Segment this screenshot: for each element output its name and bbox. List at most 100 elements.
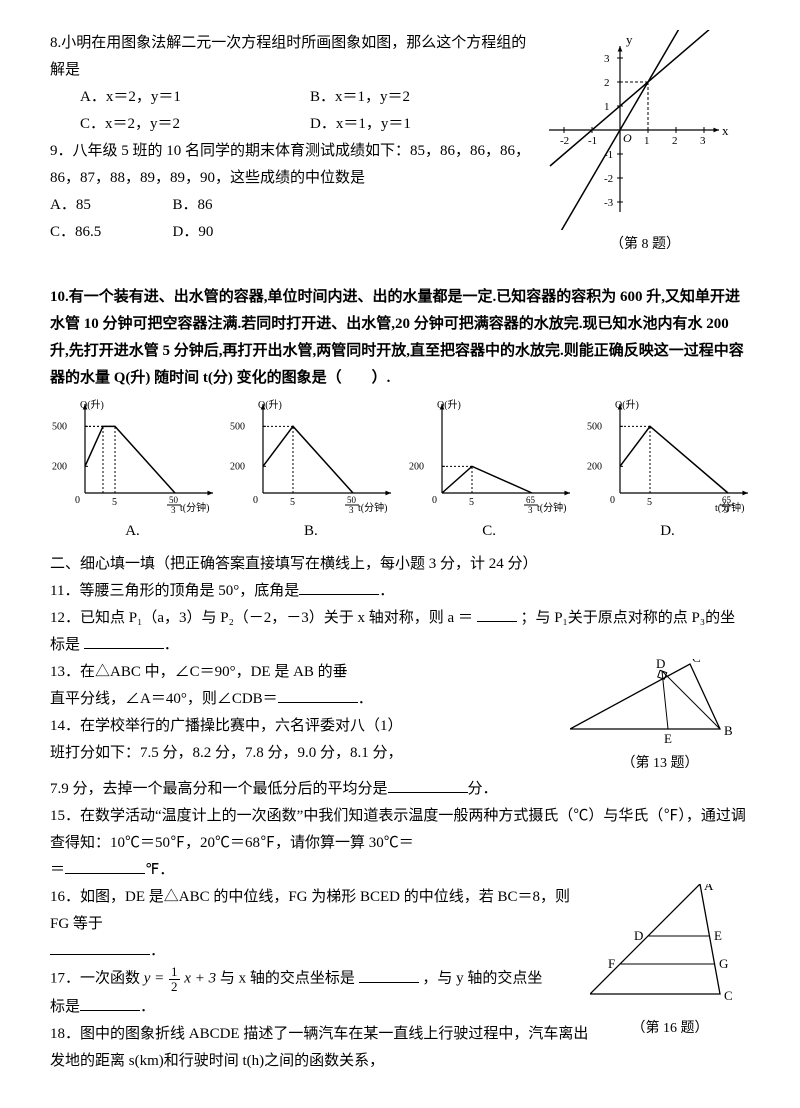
q17-line2: 标是．	[50, 994, 590, 1021]
svg-text:1: 1	[644, 135, 650, 147]
q13-line2: 直平分线，∠A＝40°，则∠CDB＝．	[50, 686, 570, 713]
q10-chart-a: Q(升)t(分钟)02005005503	[50, 398, 215, 518]
q8-graph: xyO-2-1123-3-2-1123	[540, 30, 740, 230]
svg-text:3: 3	[700, 135, 706, 147]
svg-text:200: 200	[409, 462, 424, 473]
svg-text:G: G	[719, 956, 728, 971]
q14-line1: 14．在学校举行的广播操比赛中，六名评委对八（1）	[50, 713, 570, 740]
q10-label-a: A.	[50, 518, 215, 545]
svg-text:0: 0	[610, 495, 615, 506]
svg-text:Q(升): Q(升)	[80, 399, 104, 411]
q13-q14-block: 13．在△ABC 中，∠C＝90°，DE 是 AB 的垂 直平分线，∠A＝40°…	[50, 659, 750, 776]
q13-line1: 13．在△ABC 中，∠C＝90°，DE 是 AB 的垂	[50, 659, 570, 686]
svg-text:200: 200	[587, 462, 602, 473]
svg-text:200: 200	[230, 462, 245, 473]
svg-text:t(分钟): t(分钟)	[537, 501, 566, 514]
q9-opt-d: D．90	[173, 219, 296, 246]
q10-chart-b: Q(升)t(分钟)02005005503	[228, 398, 393, 518]
q9-opt-c: C．86.5	[50, 219, 173, 246]
q10-label-b: B.	[228, 518, 393, 545]
q15-blank[interactable]	[65, 858, 145, 874]
q16-figure: ABCDEFG	[590, 884, 740, 1014]
svg-text:Q(升): Q(升)	[258, 399, 282, 411]
svg-text:-2: -2	[604, 173, 613, 185]
q12-blank-a[interactable]	[477, 606, 517, 622]
svg-text:2: 2	[604, 77, 610, 89]
svg-text:x: x	[722, 123, 729, 138]
q17-blank-2[interactable]	[80, 995, 140, 1011]
q17: 17．一次函数 y = 12 x + 3 与 x 轴的交点坐标是 ，与 y 轴的…	[50, 965, 590, 993]
svg-text:1: 1	[604, 101, 610, 113]
q11-blank[interactable]	[299, 579, 379, 595]
q9-opt-a: A．85	[50, 192, 173, 219]
svg-text:500: 500	[587, 422, 602, 433]
svg-text:D: D	[656, 659, 665, 671]
q14-blank[interactable]	[388, 777, 468, 793]
q10-charts: Q(升)t(分钟)02005005503A. Q(升)t(分钟)02005005…	[50, 398, 750, 545]
q8-opt-d: D．x＝1，y＝1	[310, 111, 540, 138]
svg-text:50: 50	[169, 495, 179, 505]
svg-text:0: 0	[432, 495, 437, 506]
svg-text:Q(升): Q(升)	[437, 399, 461, 411]
svg-text:t(分钟): t(分钟)	[180, 501, 209, 514]
q17-mid: 与 x 轴的交点坐标是	[220, 971, 355, 987]
svg-text:3: 3	[528, 505, 533, 515]
q8-opt-c: C．x＝2，y＝2	[80, 111, 310, 138]
svg-text:D: D	[634, 928, 643, 943]
q8-opt-b: B．x＝1，y＝2	[310, 84, 540, 111]
q17-fraction: 12	[169, 965, 180, 993]
svg-text:C: C	[724, 988, 733, 1003]
q13-blank[interactable]	[278, 687, 358, 703]
svg-text:5: 5	[290, 497, 295, 508]
q13-caption: （第 13 题）	[570, 751, 750, 776]
svg-text:-3: -3	[604, 197, 614, 209]
svg-text:3: 3	[349, 505, 354, 515]
q13-figure: ABCDE	[570, 659, 740, 749]
svg-text:t(分钟): t(分钟)	[358, 501, 387, 514]
svg-text:500: 500	[52, 422, 67, 433]
q18-text: 18．图中的图象折线 ABCDE 描述了一辆汽车在某一直线上行驶过程中，汽车离出…	[50, 1021, 590, 1075]
q15: 15．在数学活动“温度计上的一次函数”中我们知道表示温度一般两种方式摄氏（℃）与…	[50, 803, 750, 857]
svg-text:y: y	[626, 32, 633, 47]
svg-text:A: A	[704, 884, 714, 893]
svg-text:50: 50	[347, 495, 357, 505]
q8-text: 8.小明在用图象法解二元一次方程组时所画图象如图，那么这个方程组的解是	[50, 30, 540, 84]
svg-text:200: 200	[52, 462, 67, 473]
svg-text:2: 2	[672, 135, 678, 147]
q17-mid2: ，与 y 轴的交点坐	[422, 971, 542, 987]
svg-text:E: E	[664, 731, 672, 746]
q12-text-a: 12．已知点 P₁（a，3）与 P₂（－2，－3）关于 x 轴对称，则 a ＝	[50, 610, 473, 626]
svg-text:-2: -2	[560, 135, 569, 147]
q9-text: 9．八年级 5 班的 10 名同学的期末体育测试成绩如下：85，86，86，86…	[50, 138, 540, 192]
svg-text:3: 3	[171, 505, 176, 515]
q16-block: 16．如图，DE 是△ABC 的中位线，FG 为梯形 BCED 的中位线，若 B…	[50, 884, 750, 1074]
q16-blank[interactable]	[50, 939, 150, 955]
q12-blank-b[interactable]	[84, 633, 164, 649]
q15-text: 15．在数学活动“温度计上的一次函数”中我们知道表示温度一般两种方式摄氏（℃）与…	[50, 808, 746, 851]
q8-q9-block: 8.小明在用图象法解二元一次方程组时所画图象如图，那么这个方程组的解是 A．x＝…	[50, 30, 750, 257]
svg-text:5: 5	[647, 497, 652, 508]
q17-blank-1[interactable]	[359, 967, 419, 983]
q11-text: 11．等腰三角形的顶角是 50°，底角是	[50, 583, 299, 599]
svg-text:3: 3	[604, 53, 610, 65]
q10-label-c: C.	[407, 518, 572, 545]
svg-text:B: B	[724, 723, 733, 738]
q10-chart-d: Q(升)t(分钟)02005005659	[585, 398, 750, 518]
svg-text:0: 0	[253, 495, 258, 506]
svg-text:9: 9	[724, 505, 729, 515]
q10-text: 10.有一个装有进、出水管的容器,单位时间内进、出的水量都是一定.已知容器的容积…	[50, 284, 750, 392]
q17-eq-lhs: y =	[144, 971, 165, 987]
q17-eq-rhs: x + 3	[184, 971, 216, 987]
q16-caption: （第 16 题）	[590, 1016, 750, 1041]
svg-text:65: 65	[722, 495, 732, 505]
svg-text:-1: -1	[588, 135, 597, 147]
svg-text:5: 5	[112, 497, 117, 508]
svg-text:Q(升): Q(升)	[615, 399, 639, 411]
svg-text:5: 5	[469, 497, 474, 508]
q9-opt-b: B．86	[173, 192, 296, 219]
section2-header: 二、细心填一填（把正确答案直接填写在横线上，每小题 3 分，计 24 分）	[50, 551, 750, 578]
svg-text:E: E	[714, 928, 722, 943]
q11: 11．等腰三角形的顶角是 50°，底角是．	[50, 578, 750, 605]
svg-text:C: C	[692, 659, 701, 665]
svg-text:O: O	[623, 131, 632, 145]
